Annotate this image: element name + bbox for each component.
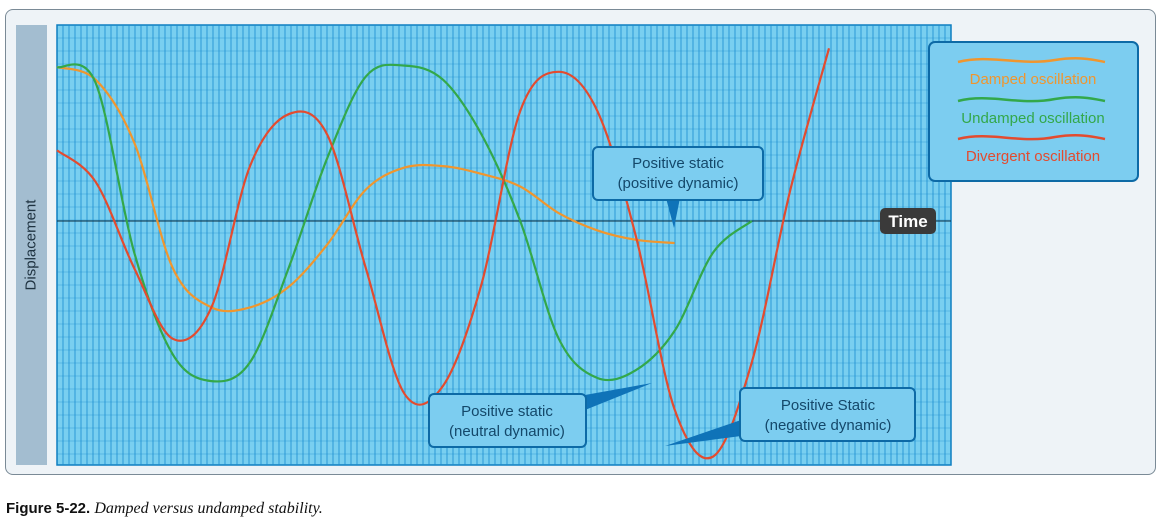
time-label: Time — [888, 212, 927, 231]
y-axis-label-bar — [16, 25, 47, 465]
callout-neutral-dynamic: Positive static (neutral dynamic) — [428, 383, 652, 448]
legend-swatch-undamped — [957, 96, 1106, 103]
figure-caption: Figure 5-22. Damped versus undamped stab… — [6, 500, 323, 518]
figure-number: Figure 5-22. — [6, 500, 91, 517]
damped-oscillation-line — [56, 66, 675, 313]
callout-negative-dynamic-line1: Positive Static — [781, 397, 876, 414]
figure-caption-text: Damped versus undamped stability. — [94, 500, 323, 517]
legend-label-divergent: Divergent oscillation — [966, 148, 1100, 165]
legend: Damped oscillation Undamped oscillation … — [928, 41, 1139, 182]
legend-label-undamped: Undamped oscillation — [961, 110, 1104, 127]
callout-negative-dynamic: Positive Static (negative dynamic) — [665, 387, 916, 446]
callout-neutral-dynamic-line2: (neutral dynamic) — [449, 423, 565, 440]
callout-positive-dynamic-line2: (positive dynamic) — [618, 175, 739, 192]
undamped-oscillation-line — [56, 63, 753, 383]
callout-positive-dynamic-line1: Positive static — [632, 155, 724, 172]
callout-positive-dynamic: Positive static (positive dynamic) — [592, 146, 764, 228]
legend-swatch-divergent — [957, 134, 1106, 141]
legend-swatch-damped — [957, 57, 1106, 64]
callout-neutral-dynamic-line1: Positive static — [461, 403, 553, 420]
oscillation-chart: Time Damped oscillation Undamped oscilla… — [56, 24, 1139, 466]
legend-label-damped: Damped oscillation — [970, 71, 1097, 88]
time-axis-badge: Time — [880, 208, 936, 234]
callout-negative-dynamic-line2: (negative dynamic) — [765, 417, 892, 434]
divergent-oscillation-line — [56, 48, 831, 460]
